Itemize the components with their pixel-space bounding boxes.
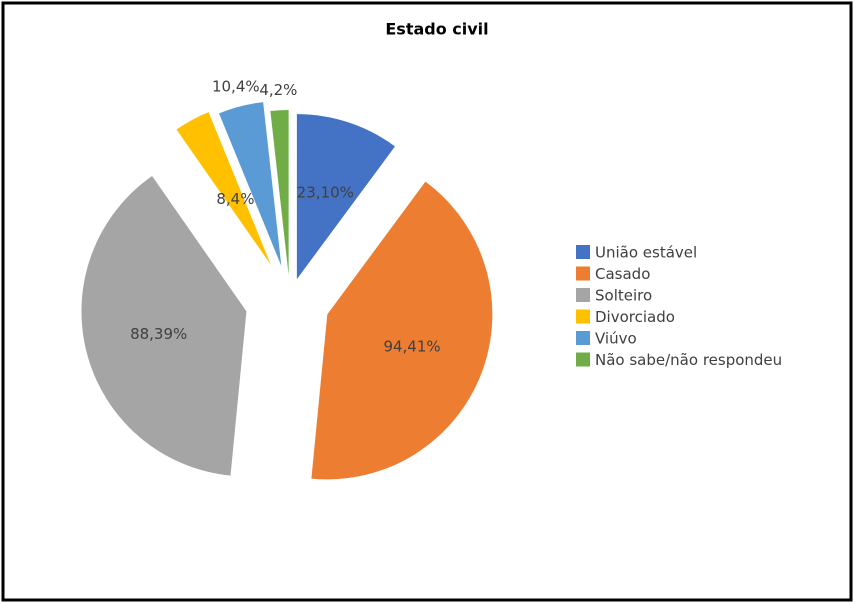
legend-swatch <box>576 331 590 345</box>
legend-label: Divorciado <box>595 308 675 326</box>
pie-slice <box>81 176 247 476</box>
pie-slice <box>219 102 282 267</box>
data-label: 4,2% <box>259 81 297 99</box>
pie-slice <box>270 110 289 276</box>
legend-swatch <box>576 266 590 281</box>
data-label: 10,4% <box>212 77 260 95</box>
legend-label: União estável <box>595 244 697 262</box>
data-label: 88,39% <box>130 325 187 343</box>
legend-swatch <box>576 245 590 259</box>
data-label: 23,10% <box>297 183 354 201</box>
chart-title: Estado civil <box>385 20 488 39</box>
data-label: 8,4% <box>216 190 254 208</box>
pie-slice <box>176 112 271 265</box>
legend-label: Casado <box>595 265 650 283</box>
legend-swatch <box>576 352 590 367</box>
pie-slice <box>311 181 493 480</box>
legend-swatch <box>576 309 590 324</box>
pie-slice <box>296 114 395 280</box>
legend-label: Não sabe/não respondeu <box>595 351 782 369</box>
data-label: 94,41% <box>383 337 440 355</box>
legend-swatch <box>576 288 590 302</box>
legend-label: Solteiro <box>595 287 652 305</box>
legend-label: Viúvo <box>595 330 637 348</box>
